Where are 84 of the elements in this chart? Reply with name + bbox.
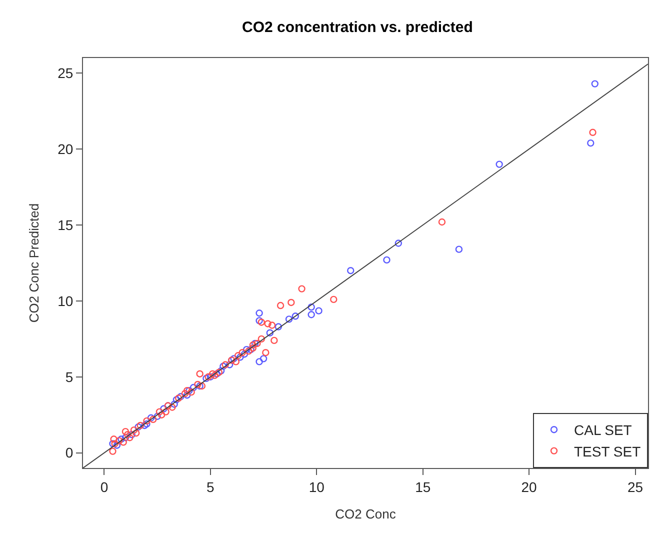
y-tick-label: 0 bbox=[65, 444, 74, 461]
chart-title: CO2 concentration vs. predicted bbox=[242, 19, 473, 36]
point bbox=[143, 417, 150, 425]
x-tick-label: 25 bbox=[627, 478, 644, 495]
point bbox=[238, 348, 246, 356]
point bbox=[315, 307, 322, 314]
point bbox=[455, 246, 463, 253]
point bbox=[394, 240, 402, 247]
point bbox=[190, 384, 198, 392]
point bbox=[196, 370, 204, 378]
point bbox=[254, 340, 261, 348]
point bbox=[170, 400, 178, 408]
point bbox=[496, 160, 503, 168]
point bbox=[162, 408, 170, 416]
point bbox=[168, 404, 176, 411]
point bbox=[589, 128, 596, 136]
point bbox=[122, 428, 130, 436]
point bbox=[232, 358, 240, 366]
point bbox=[274, 323, 282, 330]
point bbox=[242, 346, 250, 354]
x-tick-label: 0 bbox=[100, 478, 108, 495]
point bbox=[288, 298, 295, 306]
point bbox=[308, 303, 315, 311]
point bbox=[198, 382, 206, 390]
point bbox=[383, 256, 390, 264]
point bbox=[292, 312, 300, 320]
x-tick-label: 5 bbox=[206, 478, 215, 495]
point bbox=[240, 350, 248, 358]
point bbox=[249, 344, 257, 352]
point bbox=[177, 393, 184, 400]
point bbox=[160, 405, 168, 412]
point bbox=[141, 422, 148, 430]
point bbox=[438, 218, 446, 226]
y-axis-title: CO2 Conc Predicted bbox=[26, 203, 42, 323]
point bbox=[266, 329, 274, 336]
point bbox=[226, 361, 234, 368]
x-tick-label: 15 bbox=[415, 478, 431, 495]
point bbox=[120, 438, 127, 446]
y-tick-label: 25 bbox=[58, 65, 74, 82]
point bbox=[110, 436, 118, 443]
point bbox=[262, 348, 270, 356]
legend-label: TEST SET bbox=[574, 443, 642, 460]
point bbox=[298, 285, 306, 292]
point bbox=[260, 355, 268, 362]
point bbox=[154, 412, 161, 420]
point bbox=[126, 434, 134, 442]
point bbox=[109, 448, 116, 455]
point bbox=[130, 426, 138, 434]
point bbox=[113, 442, 121, 449]
point bbox=[285, 316, 293, 323]
point bbox=[156, 408, 164, 416]
point bbox=[270, 336, 278, 344]
point bbox=[236, 354, 244, 361]
point bbox=[128, 430, 136, 438]
point bbox=[587, 139, 594, 147]
point bbox=[132, 429, 140, 437]
point bbox=[208, 370, 216, 378]
legend-label: CAL SET bbox=[574, 422, 632, 438]
x-tick-label: 10 bbox=[308, 478, 325, 495]
point bbox=[147, 414, 155, 422]
point bbox=[347, 266, 354, 274]
x-tick-label: 20 bbox=[521, 478, 538, 495]
point bbox=[143, 420, 150, 428]
point bbox=[234, 352, 242, 360]
point bbox=[256, 310, 263, 317]
point bbox=[183, 386, 191, 394]
point bbox=[256, 358, 263, 366]
point bbox=[308, 311, 315, 318]
point bbox=[258, 335, 266, 343]
point bbox=[158, 411, 166, 418]
point bbox=[206, 373, 214, 380]
y-tick-label: 15 bbox=[58, 216, 74, 233]
point bbox=[276, 302, 284, 310]
point bbox=[124, 430, 132, 438]
point bbox=[264, 320, 272, 328]
point bbox=[591, 80, 598, 88]
point bbox=[258, 318, 266, 326]
y-tick-label: 5 bbox=[65, 368, 74, 385]
point bbox=[256, 317, 263, 324]
x-axis-title: CO2 Conc bbox=[335, 506, 396, 522]
y-tick-label: 10 bbox=[58, 292, 74, 309]
point bbox=[330, 296, 338, 304]
point bbox=[268, 322, 276, 329]
y-tick-label: 20 bbox=[58, 141, 74, 158]
